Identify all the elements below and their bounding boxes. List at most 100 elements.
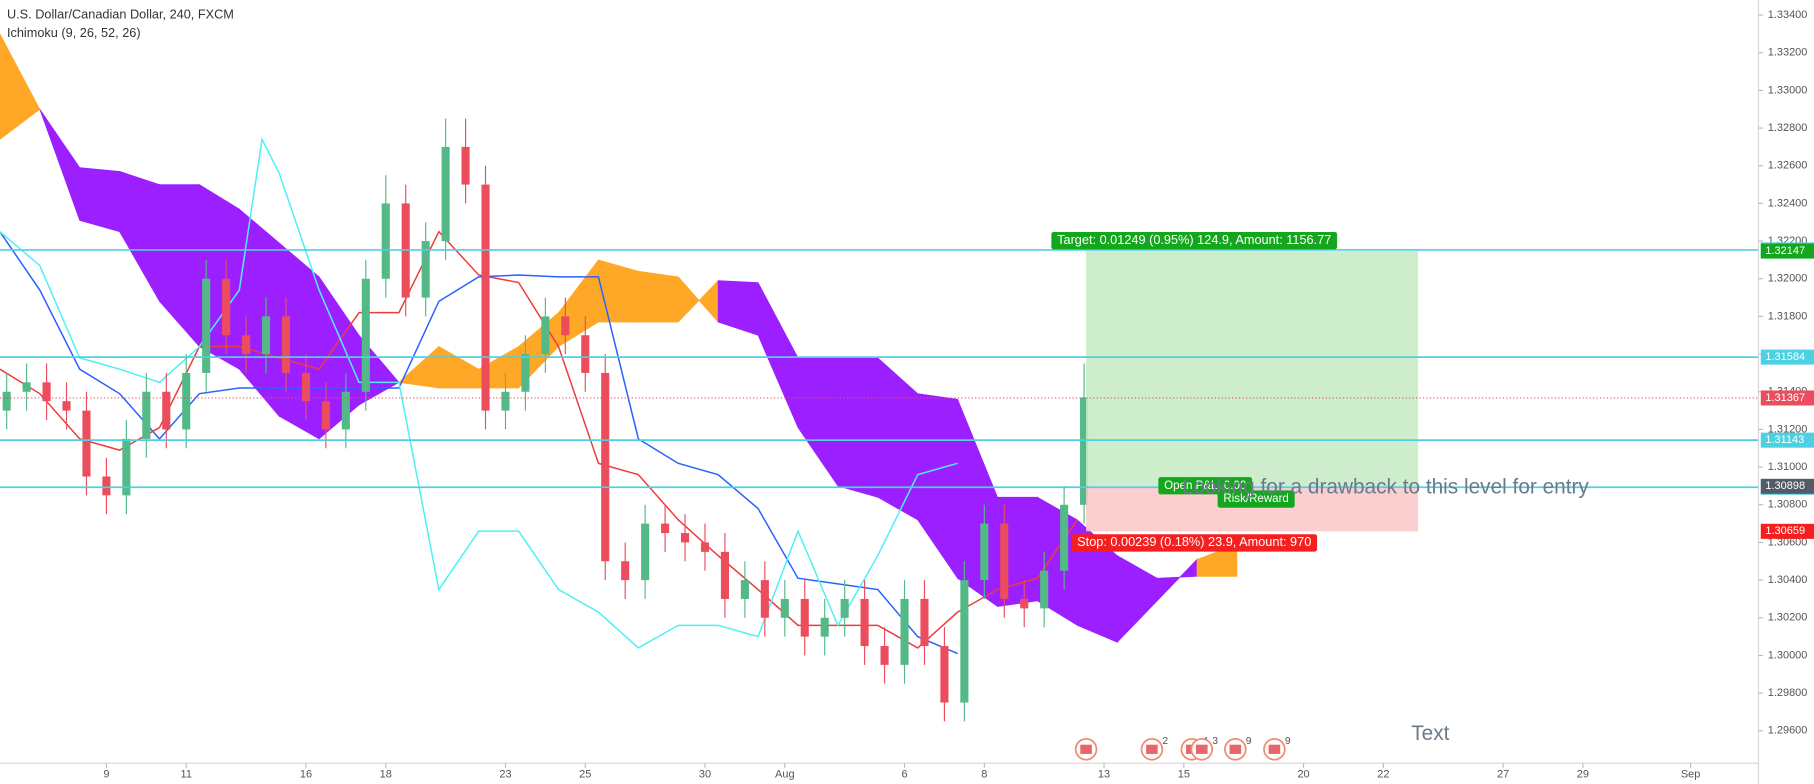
- candle-body: [1080, 397, 1089, 505]
- candle-body: [142, 391, 151, 439]
- y-tick-label: 1.32400: [1768, 197, 1808, 209]
- candle-body: [1040, 570, 1049, 609]
- event-flag: [1196, 744, 1208, 754]
- entry-price-label: 1.30898: [1765, 480, 1805, 492]
- candle-body: [521, 354, 530, 392]
- candle-body: [62, 401, 71, 411]
- candle-body: [1060, 504, 1069, 571]
- candle-body: [780, 598, 789, 618]
- candle-body: [561, 316, 570, 336]
- x-tick-label: 8: [981, 769, 987, 781]
- ichimoku-cloud: [79, 167, 120, 233]
- candle-body: [661, 523, 670, 534]
- candle-body: [820, 617, 829, 637]
- candle-body: [1020, 598, 1029, 609]
- stop-price-label-bg: [1760, 523, 1814, 539]
- y-tick-label: 1.32800: [1768, 122, 1808, 134]
- candle-body: [461, 146, 470, 185]
- candle-body: [880, 646, 889, 665]
- candle-body: [361, 278, 370, 392]
- pnl-label-bg: [1158, 477, 1253, 495]
- candle-body: [481, 184, 490, 411]
- candle-body: [760, 580, 769, 618]
- x-tick-label: 30: [699, 769, 711, 781]
- candle-body: [581, 335, 590, 373]
- candle-body: [840, 598, 849, 618]
- candle-body: [960, 580, 969, 703]
- indicator-line: [0, 231, 958, 655]
- annotation: Text: [1411, 722, 1449, 745]
- pnl-label: Open P&L: 0.00: [1164, 480, 1246, 492]
- target-label: Target: 0.01249 (0.95%) 124.9, Amount: 1…: [1057, 232, 1331, 247]
- stop-label: Stop: 0.00239 (0.18%) 23.9, Amount: 970: [1077, 534, 1311, 549]
- hline-price-label-bg: [1760, 349, 1814, 365]
- indicator-legend: Ichimoku (9, 26, 52, 26): [7, 25, 141, 40]
- candle-body: [641, 523, 650, 581]
- candle-body: [920, 598, 929, 647]
- candle-body: [740, 580, 749, 599]
- x-tick-label: Sep: [1681, 769, 1701, 781]
- x-tick-label: 25: [579, 769, 591, 781]
- ichimoku-cloud: [638, 270, 679, 323]
- y-tick-label: 1.30200: [1768, 612, 1808, 624]
- candle-body: [261, 316, 271, 355]
- candle-body: [82, 410, 91, 477]
- stop-label-bg: [1071, 534, 1318, 552]
- rr-label: Risk/Reward: [1223, 493, 1288, 505]
- y-tick-label: 1.31200: [1768, 423, 1808, 435]
- candle-body: [621, 561, 630, 581]
- hline-price-label-bg: [1760, 432, 1814, 448]
- target-zone: [1086, 251, 1419, 487]
- candle-body: [2, 391, 11, 411]
- candle-body: [22, 382, 31, 392]
- y-tick-label: 1.32600: [1768, 160, 1808, 172]
- event-flag: [1146, 744, 1158, 754]
- ichimoku-cloud: [0, 33, 41, 140]
- candle-body: [162, 391, 171, 430]
- y-tick-label: 1.30400: [1768, 574, 1808, 586]
- ichimoku-cloud: [598, 259, 639, 323]
- x-tick-label: 15: [1178, 769, 1190, 781]
- annotation: Looking for a drawback to this level for…: [1182, 476, 1590, 499]
- x-tick-label: 18: [380, 769, 392, 781]
- y-tick-label: 1.33000: [1768, 84, 1808, 96]
- entry-price-label-bg: [1760, 478, 1814, 494]
- candle-body: [800, 598, 809, 637]
- candle-body: [381, 203, 390, 279]
- x-tick-label: 6: [901, 769, 907, 781]
- y-tick-label: 1.31000: [1768, 461, 1808, 473]
- candle-body: [202, 278, 211, 373]
- x-tick-label: 16: [300, 769, 312, 781]
- candle-body: [42, 382, 51, 402]
- last-price-label-bg: [1760, 390, 1814, 406]
- event-flag: [1268, 744, 1281, 754]
- event-count: 9: [1246, 736, 1252, 747]
- x-tick-label: 20: [1297, 769, 1309, 781]
- candle-body: [102, 476, 111, 496]
- y-tick-label: 1.29800: [1768, 687, 1808, 699]
- event-count: 9: [1285, 736, 1291, 747]
- candle-body: [940, 646, 949, 703]
- rr-label-bg: [1217, 490, 1295, 508]
- candle-body: [222, 278, 231, 336]
- candle-body: [301, 372, 310, 402]
- x-tick-label: 9: [103, 769, 109, 781]
- ichimoku-cloud: [837, 357, 879, 498]
- x-tick-label: 29: [1577, 769, 1589, 781]
- target-label-bg: [1051, 231, 1338, 250]
- x-tick-label: 22: [1377, 769, 1389, 781]
- x-tick-label: 13: [1098, 769, 1110, 781]
- hline-price-label: 1.31584: [1765, 351, 1805, 363]
- candle-body: [182, 372, 191, 430]
- candle-body: [720, 551, 729, 599]
- candle-body: [541, 316, 550, 355]
- candle-body: [601, 372, 610, 562]
- candle-body: [860, 598, 869, 647]
- x-tick-label: 27: [1497, 769, 1509, 781]
- event-flag: [1080, 744, 1092, 754]
- hline-price-label: 1.31143: [1765, 434, 1804, 446]
- y-tick-label: 1.29600: [1768, 725, 1808, 737]
- y-tick-label: 1.32200: [1768, 235, 1808, 247]
